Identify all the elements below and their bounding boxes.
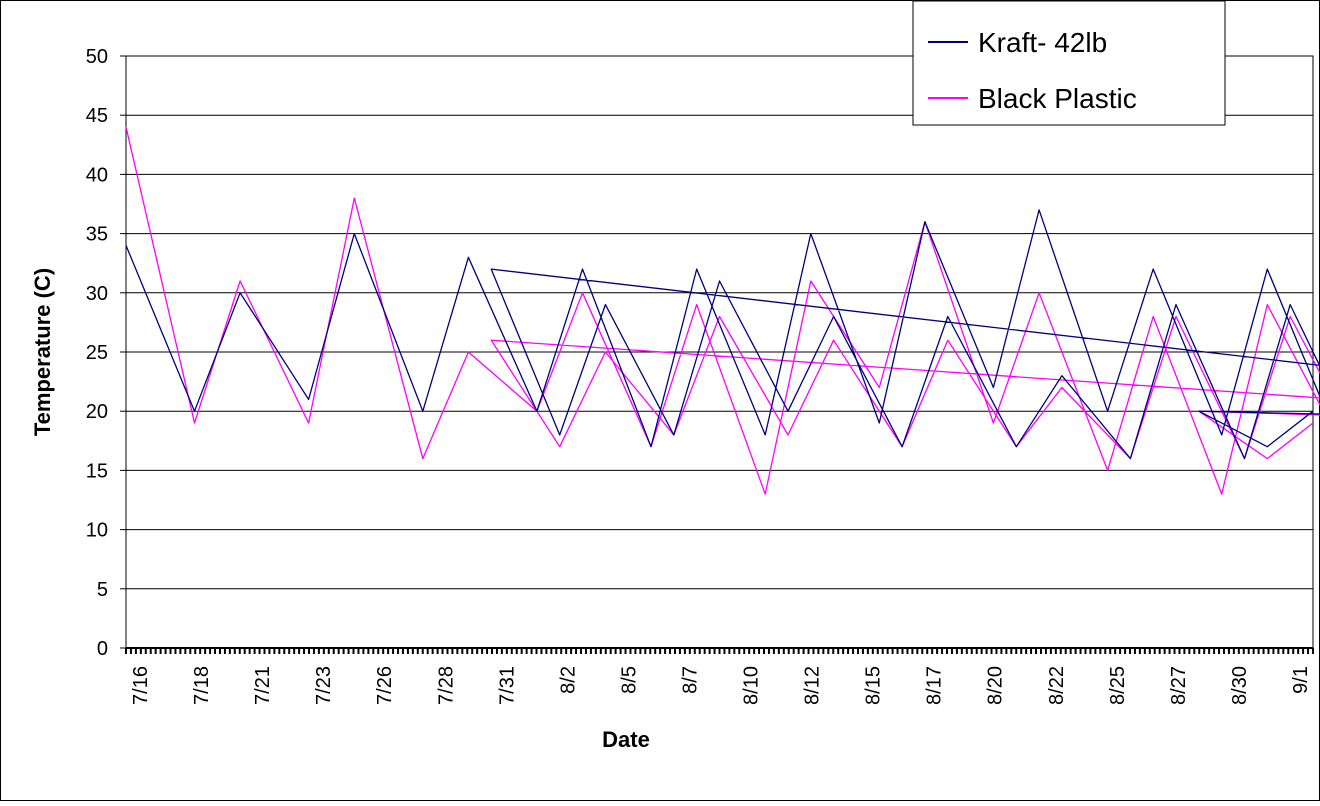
y-tick-label-20: 20	[86, 401, 108, 423]
x-tick-label-7-31: 7/31	[496, 666, 518, 705]
y-tick-label-45: 45	[86, 105, 108, 127]
y-tick-label-15: 15	[86, 460, 108, 482]
y-tick-label-10: 10	[86, 520, 108, 542]
y-tick-label-0: 0	[97, 638, 108, 660]
legend: Kraft- 42lb Black Plastic	[912, 0, 1226, 126]
x-axis: 7/16 7/18 7/21 7/23 7/26 7/28 7/31 8/2 8/5 8/7 8/1…	[125, 647, 1314, 705]
legend-label-black-plastic: Black Plastic	[978, 83, 1137, 114]
legend-box	[912, 0, 1226, 126]
series-lines	[125, 126, 1320, 495]
y-tick-label-25: 25	[86, 342, 108, 364]
x-tick-label-8-17: 8/17	[924, 666, 946, 705]
x-tick-label-8-2: 8/2	[557, 666, 579, 694]
legend-label-kraft: Kraft- 42lb	[978, 27, 1107, 58]
x-tick-label-8-20: 8/20	[985, 666, 1007, 705]
x-tick-label-8-5: 8/5	[618, 666, 640, 694]
y-axis-title: Temperature (C)	[30, 268, 55, 436]
x-tick-label-7-28: 7/28	[435, 666, 457, 705]
series-line-black-plastic	[125, 126, 1320, 495]
x-tick-label-8-30: 8/30	[1229, 666, 1251, 705]
y-axis: 0 5 10 15 20 25 30 35 40 45 50	[86, 46, 126, 660]
x-tick-label-7-21: 7/21	[252, 666, 274, 705]
x-tick-label-8-15: 8/15	[863, 666, 885, 705]
x-tick-label-8-27: 8/27	[1168, 666, 1190, 705]
x-tick-label-8-7: 8/7	[679, 666, 701, 694]
y-tick-label-35: 35	[86, 224, 108, 246]
x-tick-label-9-1: 9/1	[1290, 666, 1312, 694]
series-line-kraft-42lb	[125, 209, 1320, 460]
x-tick-label-8-25: 8/25	[1107, 666, 1129, 705]
y-tick-label-30: 30	[86, 283, 108, 305]
x-tick-label-7-16: 7/16	[130, 666, 152, 705]
y-tick-label-5: 5	[97, 579, 108, 601]
x-tick-label-8-10: 8/10	[741, 666, 763, 705]
x-tick-label-8-12: 8/12	[802, 666, 824, 705]
y-tick-label-40: 40	[86, 164, 108, 186]
x-tick-label-7-23: 7/23	[313, 666, 335, 705]
x-tick-label-7-26: 7/26	[374, 666, 396, 705]
x-tick-label-7-18: 7/18	[191, 666, 213, 705]
x-tick-label-8-22: 8/22	[1046, 666, 1068, 705]
y-tick-label-50: 50	[86, 46, 108, 68]
x-axis-title: Date	[602, 727, 650, 752]
